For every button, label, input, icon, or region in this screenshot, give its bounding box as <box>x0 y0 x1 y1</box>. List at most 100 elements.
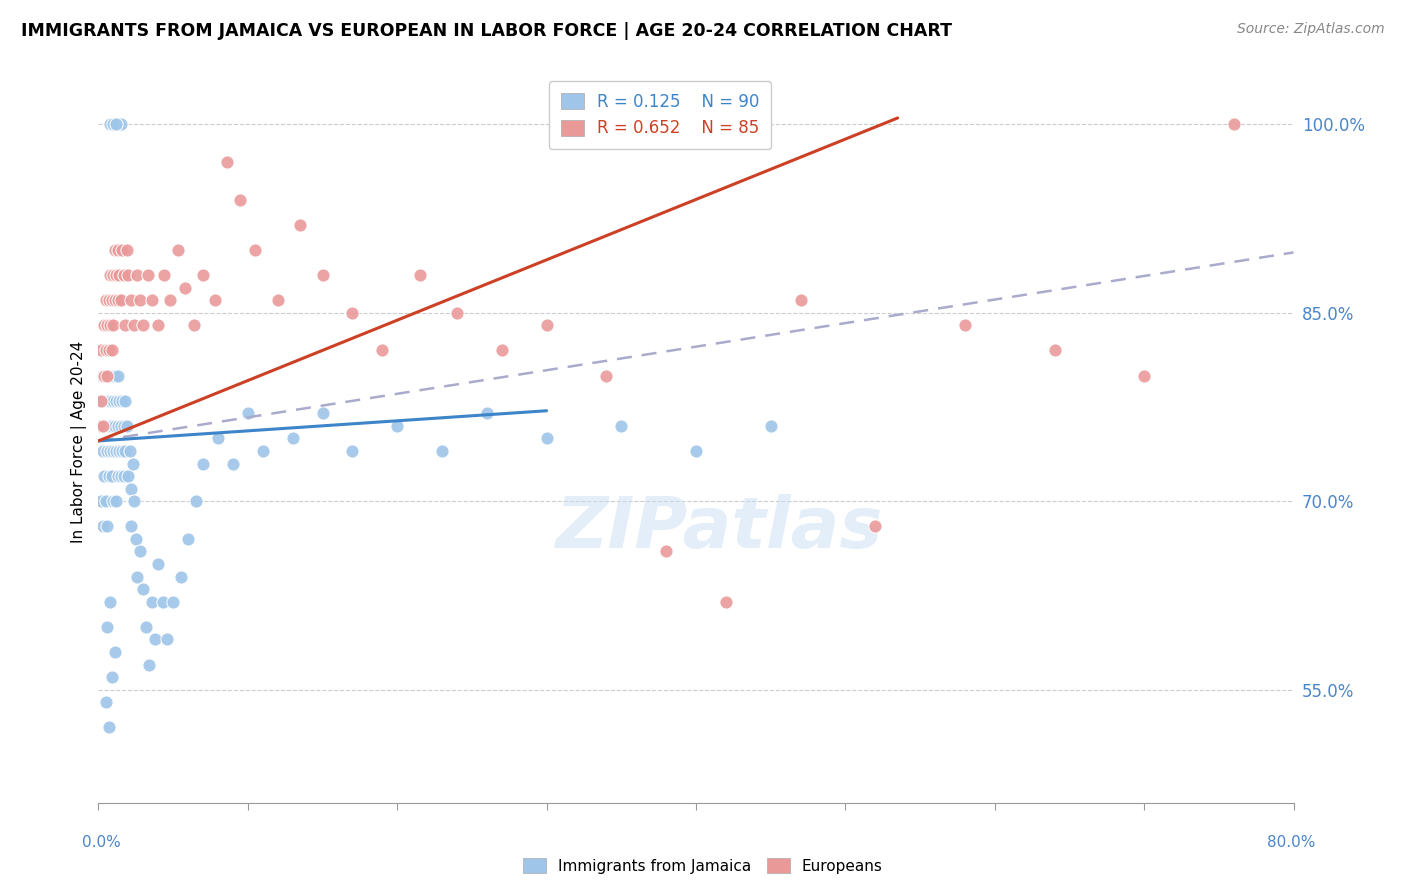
Point <box>94 418 117 433</box>
Point <box>105 494 128 508</box>
Point <box>94 494 117 508</box>
Point <box>121 457 143 471</box>
Point <box>138 657 160 672</box>
Point <box>91 418 114 433</box>
Point <box>112 268 135 282</box>
Point <box>104 243 127 257</box>
Point <box>789 293 811 308</box>
Point <box>90 494 112 508</box>
Point <box>93 469 115 483</box>
Point <box>117 268 139 282</box>
Point <box>120 293 142 308</box>
Point <box>110 117 132 131</box>
Point <box>115 243 138 257</box>
Point <box>107 469 129 483</box>
Point <box>207 431 229 445</box>
Point <box>118 444 141 458</box>
Point <box>94 293 117 308</box>
Point <box>536 431 558 445</box>
Point <box>1043 343 1066 358</box>
Point <box>108 393 131 408</box>
Point <box>714 595 737 609</box>
Point <box>101 343 124 358</box>
Point <box>89 418 111 433</box>
Point <box>408 268 430 282</box>
Point <box>159 293 181 308</box>
Point <box>101 670 124 684</box>
Point <box>129 293 152 308</box>
Point <box>89 418 111 433</box>
Point <box>110 418 132 433</box>
Point <box>120 482 142 496</box>
Point <box>91 444 114 458</box>
Point <box>101 293 124 308</box>
Point <box>120 519 142 533</box>
Point <box>141 293 163 308</box>
Point <box>91 519 114 533</box>
Point <box>371 343 394 358</box>
Point <box>191 457 214 471</box>
Point <box>97 293 120 308</box>
Point <box>759 418 782 433</box>
Point <box>162 595 184 609</box>
Point <box>103 444 125 458</box>
Point <box>103 117 125 131</box>
Point <box>104 418 127 433</box>
Point <box>1133 368 1156 383</box>
Point <box>107 368 129 383</box>
Point <box>96 444 118 458</box>
Point <box>152 595 174 609</box>
Text: 80.0%: 80.0% <box>1267 836 1315 850</box>
Point <box>610 418 633 433</box>
Point <box>104 293 127 308</box>
Point <box>385 418 409 433</box>
Point <box>105 268 128 282</box>
Point <box>595 368 617 383</box>
Point <box>491 343 513 358</box>
Text: IMMIGRANTS FROM JAMAICA VS EUROPEAN IN LABOR FORCE | AGE 20-24 CORRELATION CHART: IMMIGRANTS FROM JAMAICA VS EUROPEAN IN L… <box>21 22 952 40</box>
Point <box>311 406 333 420</box>
Point <box>141 595 163 609</box>
Point <box>101 368 124 383</box>
Point <box>108 444 131 458</box>
Point <box>90 368 112 383</box>
Point <box>91 393 114 408</box>
Point <box>430 444 453 458</box>
Point <box>98 393 122 408</box>
Point <box>93 418 115 433</box>
Point <box>97 469 120 483</box>
Point <box>98 117 122 131</box>
Point <box>342 306 364 320</box>
Point <box>125 532 148 546</box>
Point <box>98 595 122 609</box>
Point <box>536 318 558 333</box>
Point <box>229 193 252 207</box>
Point <box>103 318 125 333</box>
Point <box>111 393 134 408</box>
Point <box>115 418 138 433</box>
Point <box>105 444 128 458</box>
Point <box>94 695 117 709</box>
Point <box>101 469 124 483</box>
Point <box>148 557 170 571</box>
Text: ZIPatlas: ZIPatlas <box>557 494 883 563</box>
Point <box>475 406 498 420</box>
Text: 0.0%: 0.0% <box>82 836 121 850</box>
Point <box>97 368 120 383</box>
Point <box>169 569 191 583</box>
Y-axis label: In Labor Force | Age 20-24: In Labor Force | Age 20-24 <box>72 341 87 542</box>
Point <box>104 368 127 383</box>
Point <box>96 393 118 408</box>
Point <box>153 268 176 282</box>
Point <box>136 268 159 282</box>
Point <box>108 268 131 282</box>
Point <box>446 306 468 320</box>
Point <box>222 457 245 471</box>
Point <box>103 494 125 508</box>
Point <box>114 444 136 458</box>
Point <box>177 532 200 546</box>
Point <box>143 632 166 647</box>
Point <box>311 268 333 282</box>
Point <box>98 268 122 282</box>
Point <box>236 406 259 420</box>
